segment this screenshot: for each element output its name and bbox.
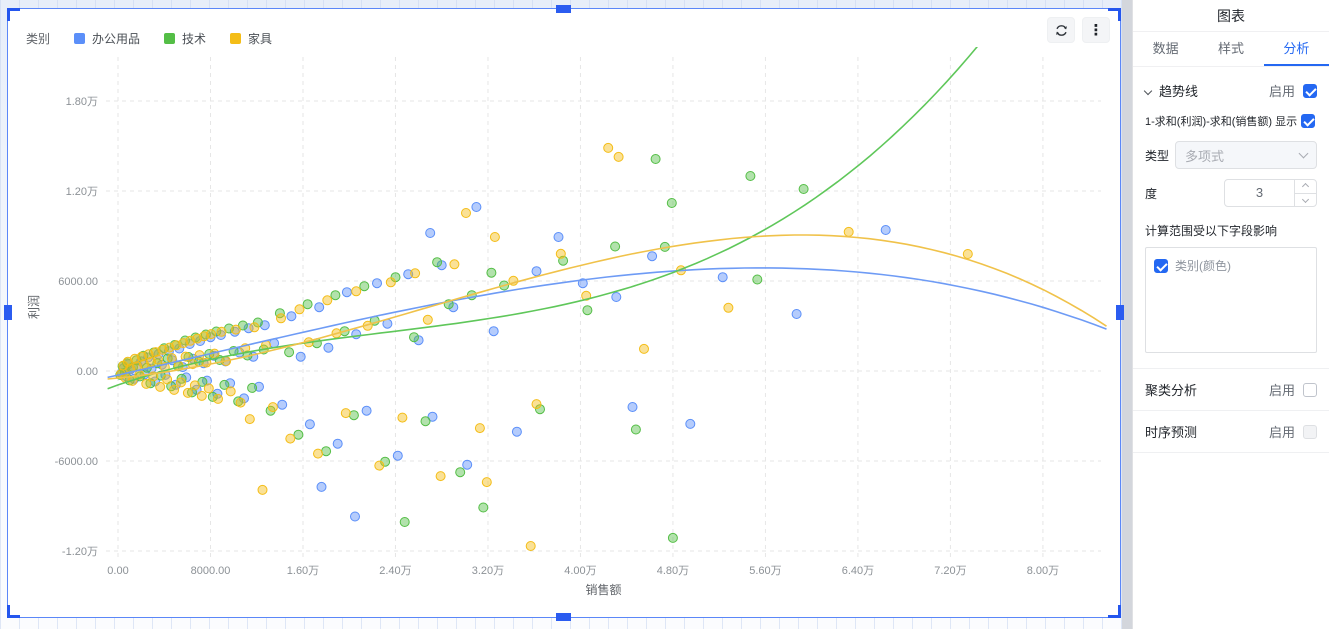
show-label: 显示 xyxy=(1275,116,1298,128)
trendline-series-label: 1-求和(利润)-求和(销售额) xyxy=(1145,116,1273,128)
svg-text:8.00万: 8.00万 xyxy=(1027,565,1059,577)
svg-text:利润: 利润 xyxy=(27,295,41,319)
trendline-label: 趋势线 xyxy=(1159,84,1199,99)
trend-type-select[interactable]: 多项式 xyxy=(1175,141,1317,169)
legend-swatch-blue xyxy=(74,33,86,44)
type-label: 类型 xyxy=(1145,148,1170,163)
divider xyxy=(1133,410,1329,411)
tab-data[interactable]: 数据 xyxy=(1152,41,1179,56)
trendline-series-row: 1-求和(利润)-求和(销售额) 显示 xyxy=(1145,113,1317,129)
degree-value[interactable]: 3 xyxy=(1255,185,1264,200)
canvas-scrollbar[interactable] xyxy=(1122,0,1132,629)
forecast-enable-checkbox xyxy=(1303,424,1317,439)
svg-text:7.20万: 7.20万 xyxy=(934,565,966,577)
svg-text:0.00: 0.00 xyxy=(107,565,128,577)
legend-label: 办公用品 xyxy=(92,32,141,46)
more-menu-button[interactable]: ⋮ xyxy=(1082,17,1110,43)
svg-text:4.00万: 4.00万 xyxy=(564,565,596,577)
enable-label: 启用 xyxy=(1268,425,1295,440)
svg-text:4.80万: 4.80万 xyxy=(657,565,689,577)
svg-text:-6000.00: -6000.00 xyxy=(55,456,98,468)
chevron-up-icon xyxy=(1301,182,1310,190)
chart-settings-panel: 图表 数据 样式 分析 趋势线 启用 1-求和(利润)-求和(销售额) 显示 类… xyxy=(1132,0,1329,629)
trendline-section-header[interactable]: 趋势线 启用 xyxy=(1143,81,1317,100)
svg-text:6.40万: 6.40万 xyxy=(842,565,874,577)
refresh-button[interactable] xyxy=(1047,17,1075,43)
divider xyxy=(1133,368,1329,369)
time-forecast-label: 时序预测 xyxy=(1145,425,1198,440)
chevron-down-icon xyxy=(1143,86,1153,95)
spinner-up-button[interactable] xyxy=(1295,180,1316,193)
svg-text:5.60万: 5.60万 xyxy=(749,565,781,577)
cluster-analysis-row: 聚类分析 启用 xyxy=(1133,369,1329,410)
degree-stepper[interactable]: 3 xyxy=(1224,179,1317,207)
cluster-enable-checkbox[interactable] xyxy=(1303,382,1317,397)
svg-text:0.00: 0.00 xyxy=(77,366,98,378)
refresh-icon xyxy=(1054,23,1069,38)
scope-label: 计算范围受以下字段影响 xyxy=(1145,224,1278,238)
svg-text:3.20万: 3.20万 xyxy=(472,565,504,577)
degree-label: 度 xyxy=(1145,186,1158,201)
svg-text:销售额: 销售额 xyxy=(585,582,621,597)
legend-item-technology[interactable]: 技术 xyxy=(164,30,206,47)
svg-text:1.60万: 1.60万 xyxy=(287,565,319,577)
trend-type-row: 类型 多项式 xyxy=(1145,141,1317,169)
chart-legend: 类别 办公用品 技术 家具 xyxy=(26,30,296,47)
cluster-analysis-label: 聚类分析 xyxy=(1145,383,1198,398)
scope-field-label: 类别(颜色) xyxy=(1175,259,1231,273)
tab-style[interactable]: 样式 xyxy=(1217,41,1244,56)
scope-field-checkbox[interactable] xyxy=(1154,258,1168,273)
trendline-enable-checkbox[interactable] xyxy=(1303,83,1317,98)
panel-tabs: 数据 样式 分析 xyxy=(1133,32,1329,67)
degree-spinner xyxy=(1294,180,1316,206)
legend-title: 类别 xyxy=(26,32,51,46)
divider xyxy=(1133,452,1329,453)
panel-title: 图表 xyxy=(1133,0,1329,32)
enable-label: 启用 xyxy=(1268,84,1295,99)
trend-type-value: 多项式 xyxy=(1185,148,1225,164)
svg-text:1.20万: 1.20万 xyxy=(66,186,98,198)
legend-item-office[interactable]: 办公用品 xyxy=(74,30,140,47)
legend-swatch-green xyxy=(164,33,176,44)
legend-label: 技术 xyxy=(182,32,207,46)
legend-swatch-yellow xyxy=(230,33,242,44)
svg-text:-1.20万: -1.20万 xyxy=(62,546,98,558)
trendline-show-checkbox[interactable] xyxy=(1301,114,1316,128)
enable-label: 启用 xyxy=(1268,383,1295,398)
legend-label: 家具 xyxy=(248,32,273,46)
svg-text:1.80万: 1.80万 xyxy=(66,96,98,108)
kebab-menu-icon: ⋮ xyxy=(1088,22,1104,39)
chevron-down-icon xyxy=(1301,196,1310,204)
svg-text:8000.00: 8000.00 xyxy=(191,565,231,577)
scope-field-list: 类别(颜色) xyxy=(1145,247,1317,353)
chart-widget[interactable]: 0.00 8000.00 1.60万 2.40万 3.20万 4.00万 4.80万 5.60… xyxy=(4,5,1124,621)
legend-item-furniture[interactable]: 家具 xyxy=(230,30,272,47)
svg-text:6000.00: 6000.00 xyxy=(58,276,98,288)
scope-field-item[interactable]: 类别(颜色) xyxy=(1154,257,1308,274)
time-forecast-row: 时序预测 启用 xyxy=(1133,411,1329,452)
tab-analysis[interactable]: 分析 xyxy=(1263,32,1329,66)
degree-row: 度 3 xyxy=(1145,179,1317,207)
svg-text:2.40万: 2.40万 xyxy=(379,565,411,577)
spinner-down-button[interactable] xyxy=(1295,192,1316,207)
chevron-down-icon xyxy=(1298,148,1309,159)
scatter-chart[interactable]: 0.00 8000.00 1.60万 2.40万 3.20万 4.00万 4.80万 5.60… xyxy=(7,8,1121,618)
